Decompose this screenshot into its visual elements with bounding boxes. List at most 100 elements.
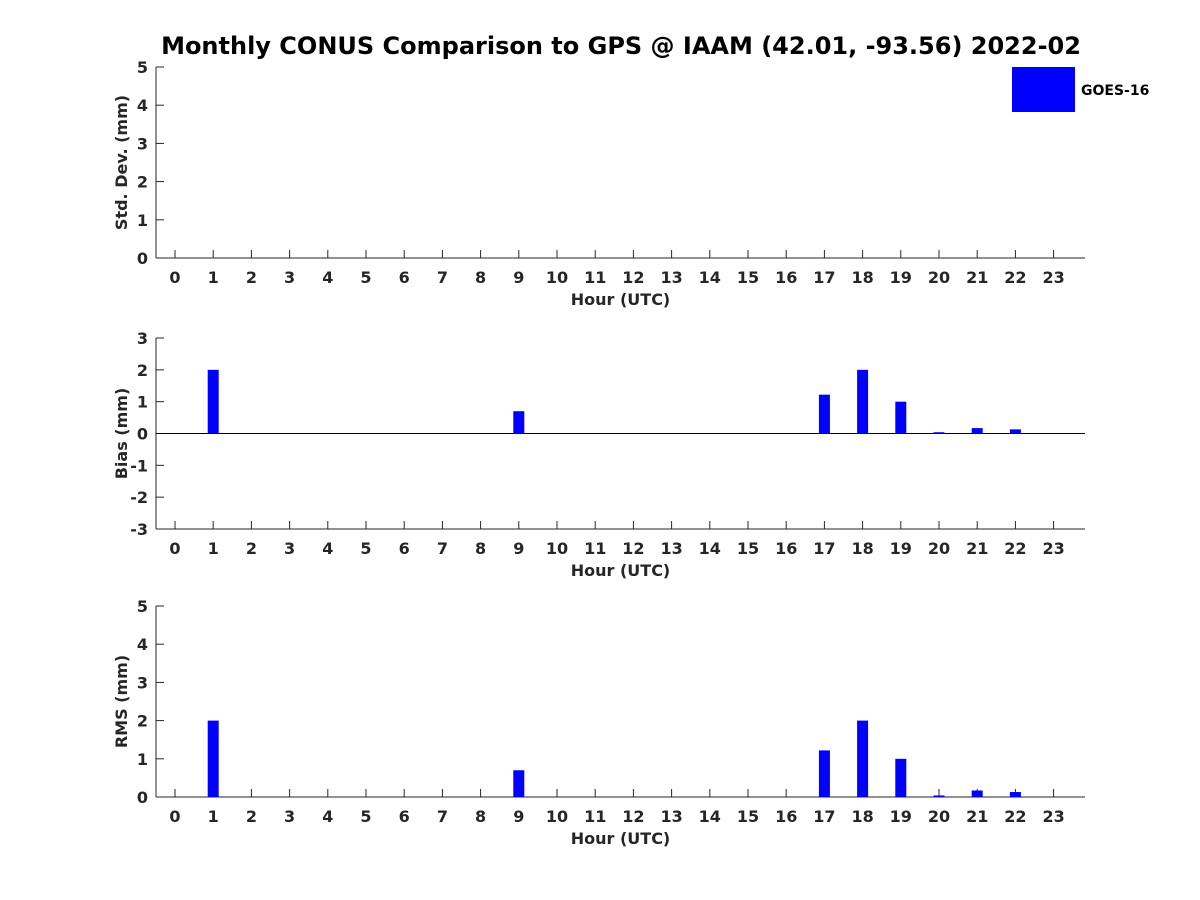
x-tick-label: 3: [284, 539, 295, 558]
legend-label: GOES-16: [1081, 83, 1149, 99]
x-tick-label: 1: [208, 539, 219, 558]
y-tick-label: -2: [130, 488, 148, 507]
x-tick-label: 6: [399, 539, 410, 558]
x-tick-label: 5: [360, 539, 371, 558]
x-tick-label: 5: [360, 807, 371, 826]
x-tick-label: 3: [284, 268, 295, 287]
x-tick-label: 16: [775, 539, 797, 558]
x-tick-label: 15: [737, 539, 759, 558]
bar-hour-20: [933, 795, 945, 797]
x-tick-label: 3: [284, 807, 295, 826]
x-tick-label: 9: [513, 268, 524, 287]
x-tick-label: 12: [622, 268, 644, 287]
x-tick-label: 1: [208, 807, 219, 826]
x-tick-label: 4: [322, 268, 333, 287]
x-tick-label: 19: [890, 807, 912, 826]
bar-hour-9: [513, 411, 525, 434]
x-tick-label: 13: [660, 539, 682, 558]
x-tick-label: 12: [622, 807, 644, 826]
x-tick-label: 22: [1004, 807, 1026, 826]
y-tick-label: 2: [137, 712, 148, 731]
x-tick-label: 10: [546, 539, 568, 558]
x-tick-label: 4: [322, 539, 333, 558]
bar-hour-20: [933, 432, 945, 434]
x-tick-label: 9: [513, 539, 524, 558]
x-tick-label: 14: [699, 268, 721, 287]
y-tick-label: 3: [137, 673, 148, 692]
y-tick-label: 4: [137, 635, 148, 654]
x-tick-label: 6: [399, 807, 410, 826]
bar-hour-1: [207, 369, 219, 434]
x-tick-label: 0: [169, 539, 180, 558]
x-tick-label: 23: [1042, 807, 1064, 826]
x-tick-label: 22: [1004, 268, 1026, 287]
x-tick-label: 8: [475, 807, 486, 826]
x-tick-label: 19: [890, 539, 912, 558]
x-tick-label: 16: [775, 268, 797, 287]
y-tick-label: 5: [137, 58, 148, 77]
y-tick-label: 0: [137, 425, 148, 444]
y-tick-label: 1: [137, 750, 148, 769]
x-tick-label: 12: [622, 539, 644, 558]
x-tick-label: 15: [737, 807, 759, 826]
y-tick-label: 4: [137, 96, 148, 115]
x-tick-label: 19: [890, 268, 912, 287]
x-tick-label: 16: [775, 807, 797, 826]
x-tick-label: 2: [246, 807, 257, 826]
x-tick-label: 22: [1004, 539, 1026, 558]
y-axis-label: Bias (mm): [112, 388, 131, 480]
x-tick-label: 2: [246, 268, 257, 287]
x-tick-label: 11: [584, 539, 606, 558]
bar-hour-22: [1009, 792, 1021, 797]
x-tick-label: 14: [699, 539, 721, 558]
x-tick-label: 9: [513, 807, 524, 826]
bar-hour-9: [513, 770, 525, 797]
y-tick-label: 3: [137, 134, 148, 153]
x-tick-label: 1: [208, 268, 219, 287]
bar-hour-19: [895, 758, 907, 797]
x-tick-label: 0: [169, 807, 180, 826]
x-tick-label: 11: [584, 807, 606, 826]
bar-hour-18: [857, 369, 869, 434]
y-tick-label: 5: [137, 597, 148, 616]
bar-hour-1: [207, 720, 219, 797]
x-tick-label: 10: [546, 268, 568, 287]
bar-hour-21: [971, 428, 983, 434]
x-tick-label: 17: [813, 807, 835, 826]
x-tick-label: 18: [851, 807, 873, 826]
x-tick-label: 21: [966, 539, 988, 558]
y-tick-label: 3: [137, 329, 148, 348]
x-tick-label: 18: [851, 539, 873, 558]
y-tick-label: 2: [137, 361, 148, 380]
x-tick-label: 18: [851, 268, 873, 287]
x-axis-label: Hour (UTC): [571, 561, 671, 580]
y-tick-label: 1: [137, 393, 148, 412]
x-tick-label: 10: [546, 807, 568, 826]
y-tick-label: 2: [137, 173, 148, 192]
x-tick-label: 20: [928, 539, 950, 558]
x-tick-label: 17: [813, 268, 835, 287]
y-axis-label: RMS (mm): [112, 655, 131, 748]
x-tick-label: 15: [737, 268, 759, 287]
x-tick-label: 13: [660, 807, 682, 826]
x-tick-label: 5: [360, 268, 371, 287]
x-tick-label: 21: [966, 268, 988, 287]
x-tick-label: 23: [1042, 539, 1064, 558]
x-tick-label: 20: [928, 268, 950, 287]
x-tick-label: 4: [322, 807, 333, 826]
x-tick-label: 8: [475, 539, 486, 558]
x-tick-label: 7: [437, 268, 448, 287]
y-tick-label: -3: [130, 520, 148, 539]
y-tick-label: 1: [137, 211, 148, 230]
y-axis-label: Std. Dev. (mm): [112, 95, 131, 230]
bar-hour-17: [818, 394, 830, 434]
x-axis-label: Hour (UTC): [571, 290, 671, 309]
bar-hour-19: [895, 401, 907, 434]
x-tick-label: 21: [966, 807, 988, 826]
y-tick-label: 0: [137, 249, 148, 268]
y-tick-label: -1: [130, 456, 148, 475]
x-tick-label: 13: [660, 268, 682, 287]
legend: GOES-16: [1012, 67, 1149, 112]
